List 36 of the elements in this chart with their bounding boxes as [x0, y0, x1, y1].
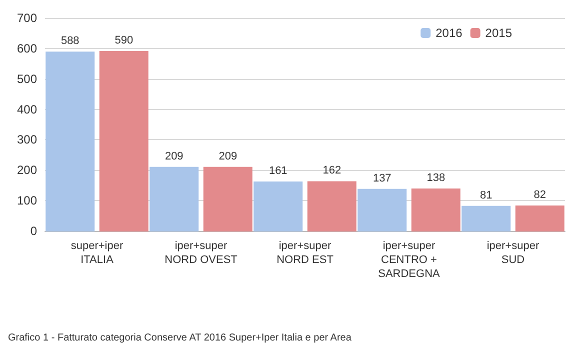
bar	[515, 206, 564, 232]
legend-label: 2015	[485, 26, 512, 40]
data-label: 590	[114, 34, 134, 46]
data-label: 162	[322, 164, 342, 177]
y-tick-label: 100	[16, 194, 38, 208]
y-tick-label: 300	[16, 132, 38, 147]
x-tick-label: iper+super NORD EST	[276, 240, 334, 266]
bar	[99, 50, 148, 232]
bar	[203, 166, 252, 232]
data-label: 209	[164, 150, 184, 162]
bar	[46, 52, 95, 232]
data-label: 138	[426, 172, 446, 184]
y-tick-label: 500	[16, 72, 38, 86]
bar	[462, 206, 511, 232]
x-tick-label: iper+super CENTRO + SARDEGNA	[378, 240, 441, 280]
bar	[358, 188, 407, 232]
data-label: 137	[372, 172, 392, 184]
data-label: 81	[480, 189, 492, 202]
y-tick-label: 200	[16, 163, 38, 178]
y-tick-label: 600	[16, 41, 38, 56]
text: Grafico 1 - Fatturato categoria Conserve AT 2016 Super+Iper Italia e per Area	[8, 332, 352, 344]
y-tick-label: 0	[30, 224, 38, 238]
data-label: 82	[534, 189, 546, 202]
y-tick-label: 700	[16, 11, 38, 25]
data-label: 161	[268, 165, 288, 178]
data-label: 209	[218, 150, 238, 162]
x-tick-label: super+iper ITALIA	[70, 240, 124, 266]
bar	[411, 188, 460, 232]
y-tick-label: 400	[16, 102, 38, 116]
bar	[254, 182, 303, 232]
legend-label: 2016	[436, 26, 463, 40]
data-label: 588	[60, 35, 80, 48]
bar	[307, 181, 356, 232]
x-tick-label: iper+super NORD OVEST	[164, 240, 238, 266]
bar	[150, 166, 199, 232]
x-tick-label: iper+super SUD	[486, 240, 540, 266]
